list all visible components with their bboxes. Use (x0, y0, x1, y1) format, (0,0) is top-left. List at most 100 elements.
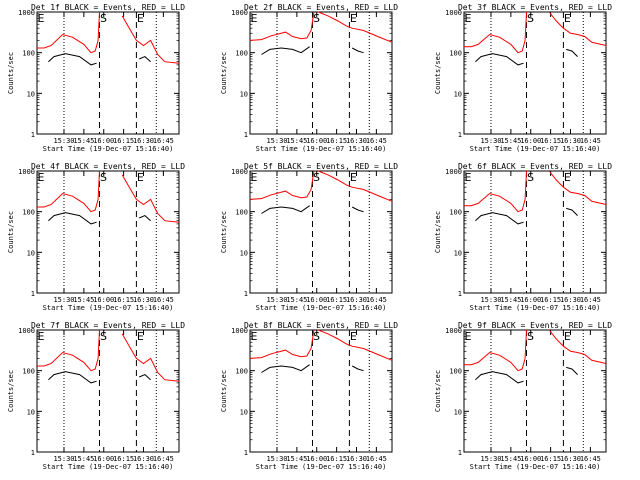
x-tick-label: 16:15 (113, 455, 134, 463)
x-tick-label: 16:15 (540, 455, 561, 463)
series-events-segment-1 (566, 207, 578, 216)
x-tick-label: 16:15 (113, 137, 134, 145)
x-tick-label: 15:30 (53, 137, 74, 145)
x-tick-label: 16:00 (306, 296, 327, 304)
series-lld-segment-1 (318, 329, 393, 361)
x-tick-label: 16:30 (346, 296, 367, 304)
chart-title: Det 3f BLACK = Events, RED = LLD (458, 3, 612, 12)
y-tick-label: 1 (458, 131, 462, 139)
x-tick-label: 16:15 (326, 455, 347, 463)
y-tick-label: 1 (458, 290, 462, 298)
x-tick-label: 15:30 (266, 455, 287, 463)
chart-title: Det 6f BLACK = Events, RED = LLD (458, 162, 612, 171)
x-axis-label: Start Time (19-Dec-07 15:16:40) (470, 463, 601, 471)
series-events-segment-0 (48, 371, 97, 384)
x-tick-label: 16:15 (540, 296, 561, 304)
x-tick-label: 16:30 (560, 137, 581, 145)
series-lld-segment-1 (548, 329, 607, 364)
y-tick-label: 10 (240, 90, 248, 98)
y-axis-label: Counts/sec (220, 52, 228, 94)
x-tick-label: 16:00 (93, 137, 114, 145)
y-tick-label: 1 (31, 131, 35, 139)
y-tick-label: 100 (449, 209, 462, 217)
chart-title: Det 4f BLACK = Events, RED = LLD (31, 162, 185, 171)
y-tick-label: 1000 (18, 168, 35, 176)
series-events-segment-0 (261, 205, 310, 214)
x-tick-label: 15:45 (500, 455, 521, 463)
y-tick-label: 1 (244, 449, 248, 457)
marker-label-e-start: E (251, 12, 258, 25)
marker-label-s: S (527, 171, 534, 184)
y-tick-label: 100 (235, 368, 248, 376)
x-axis-label: Start Time (19-Dec-07 15:16:40) (256, 145, 387, 153)
y-tick-label: 1000 (18, 9, 35, 17)
marker-label-e-start: E (251, 330, 258, 343)
series-events-segment-0 (48, 53, 97, 66)
x-tick-label: 16:30 (133, 137, 154, 145)
plot-frame (36, 170, 180, 294)
series-lld-segment-1 (318, 11, 393, 43)
plot-frame (249, 170, 393, 294)
x-tick-label: 15:45 (500, 296, 521, 304)
y-axis-label: Counts/sec (434, 370, 442, 412)
marker-label-e: E (350, 171, 357, 184)
y-axis-label: Counts/sec (220, 370, 228, 412)
series-lld-segment-0 (37, 329, 100, 372)
x-tick-label: 16:45 (366, 455, 387, 463)
marker-label-e-start: E (465, 330, 472, 343)
marker-label-s: S (100, 330, 107, 343)
y-tick-label: 1000 (231, 168, 248, 176)
series-lld-segment-1 (548, 11, 607, 46)
x-tick-label: 16:00 (520, 455, 541, 463)
x-tick-label: 15:30 (480, 455, 501, 463)
x-tick-label: 16:00 (520, 137, 541, 145)
x-tick-label: 15:45 (73, 296, 94, 304)
x-tick-label: 16:00 (306, 455, 327, 463)
x-axis-label: Start Time (19-Dec-07 15:16:40) (470, 145, 601, 153)
y-tick-label: 1 (31, 290, 35, 298)
series-lld-segment-0 (464, 170, 527, 213)
y-tick-label: 100 (449, 368, 462, 376)
x-tick-label: 15:30 (480, 137, 501, 145)
marker-label-s: S (100, 12, 107, 25)
x-tick-label: 16:30 (346, 137, 367, 145)
x-tick-label: 16:15 (326, 137, 347, 145)
series-lld-segment-1 (121, 333, 180, 382)
x-tick-label: 16:45 (366, 296, 387, 304)
series-lld-segment-0 (249, 329, 315, 359)
x-tick-label: 16:30 (560, 455, 581, 463)
y-tick-label: 1000 (445, 168, 462, 176)
x-axis-label: Start Time (19-Dec-07 15:16:40) (43, 304, 174, 312)
plot-frame (249, 329, 393, 453)
y-tick-label: 10 (240, 249, 248, 257)
panel-det-9f: Det 9f BLACK = Events, RED = LLD 1 10 100 10… (434, 321, 612, 471)
marker-label-e: E (137, 12, 144, 25)
plot-frame (463, 170, 607, 294)
y-tick-label: 1000 (445, 327, 462, 335)
x-tick-label: 16:00 (93, 296, 114, 304)
series-events-segment-0 (48, 212, 97, 225)
series-events-segment-0 (261, 46, 310, 55)
x-tick-label: 15:45 (73, 137, 94, 145)
marker-label-e-start: E (38, 330, 45, 343)
x-tick-label: 16:45 (366, 137, 387, 145)
panel-det-6f: Det 6f BLACK = Events, RED = LLD 1 10 100 10… (434, 162, 612, 312)
y-tick-label: 1000 (231, 9, 248, 17)
y-tick-label: 1 (458, 449, 462, 457)
chart-title: Det 2f BLACK = Events, RED = LLD (244, 3, 398, 12)
panel-det-1f: Det 1f BLACK = Events, RED = LLD 1 10 100 10… (7, 3, 185, 153)
y-tick-label: 100 (235, 209, 248, 217)
marker-label-e-start: E (38, 12, 45, 25)
marker-label-s: S (527, 12, 534, 25)
y-tick-label: 10 (27, 90, 35, 98)
marker-label-e: E (350, 330, 357, 343)
series-lld-segment-1 (318, 170, 393, 202)
chart-title: Det 8f BLACK = Events, RED = LLD (244, 321, 398, 330)
x-axis-label: Start Time (19-Dec-07 15:16:40) (43, 463, 174, 471)
y-tick-label: 100 (235, 50, 248, 58)
x-tick-label: 15:30 (266, 296, 287, 304)
x-tick-label: 16:45 (153, 296, 174, 304)
plot-frame (36, 11, 180, 135)
x-tick-label: 16:15 (540, 137, 561, 145)
